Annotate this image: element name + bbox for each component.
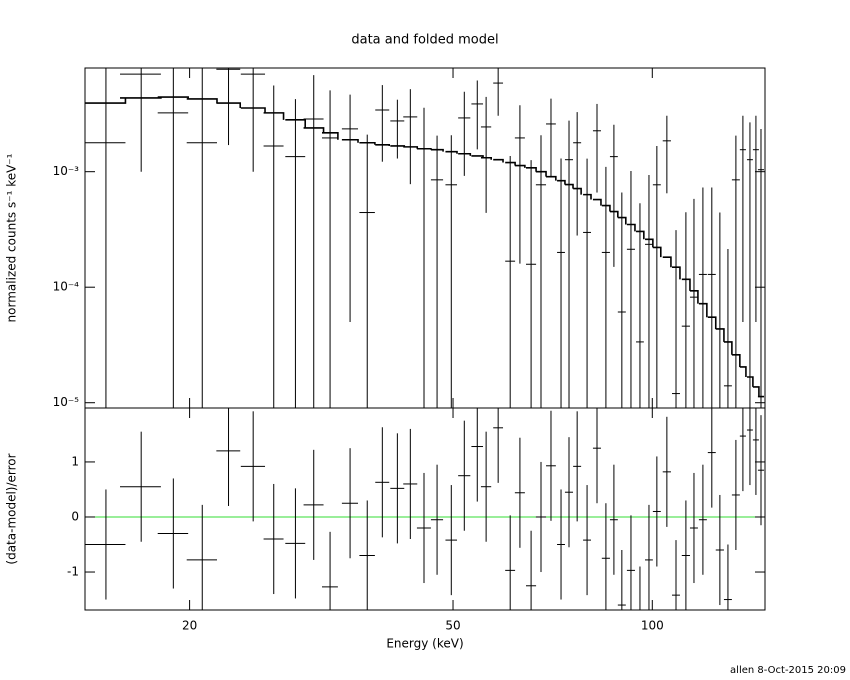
model-step [535, 170, 547, 177]
model-step [375, 143, 391, 146]
model-step [672, 266, 681, 280]
model-step [626, 223, 636, 232]
model-step [707, 316, 717, 329]
model-step [617, 216, 627, 225]
model-step [546, 175, 557, 181]
model-step [480, 156, 492, 160]
model-step [493, 158, 504, 163]
y-tick-label: 10⁻⁵ [53, 395, 80, 409]
y-tick-label: 10⁻³ [53, 164, 80, 178]
model-step [445, 150, 458, 154]
model-step [216, 102, 242, 108]
model-step [723, 341, 733, 355]
model-step [430, 148, 444, 152]
plot-area [85, 68, 765, 408]
model-step [601, 204, 611, 212]
x-tick-label: 50 [445, 619, 460, 633]
model-step [583, 193, 592, 200]
model-step [681, 278, 691, 291]
model-step [698, 302, 708, 318]
model-step [458, 152, 472, 156]
model-step [263, 112, 285, 120]
model-step [526, 167, 537, 172]
axes: 10⁻⁵ 10⁻⁴ 10⁻³ -1 0 1 20 50 100 [53, 67, 766, 633]
model-step [731, 353, 741, 367]
model-step [322, 132, 339, 140]
x-tick-label: 20 [182, 619, 197, 633]
y-tick-label: 0 [71, 509, 79, 523]
model-step [120, 97, 162, 99]
model-step [341, 138, 359, 143]
model-step [564, 183, 574, 189]
model-step [505, 161, 516, 166]
y-tick-label: -1 [67, 565, 79, 579]
y-tick-label: 10⁻⁴ [53, 280, 80, 294]
model-step [85, 97, 127, 104]
model-step [514, 164, 526, 168]
model-step [636, 230, 645, 240]
model-step [609, 210, 619, 218]
model-step [573, 187, 582, 195]
model-step [285, 119, 307, 128]
model-step [739, 366, 747, 377]
model-step [652, 246, 662, 258]
footer: allen 8-Oct-2015 20:09 [730, 665, 846, 676]
model-step [557, 179, 566, 185]
model-step [746, 376, 754, 387]
model-step [359, 141, 376, 145]
model-step [752, 386, 760, 397]
y-axis-label: (data-model)/error [5, 453, 19, 564]
model-step [240, 107, 266, 113]
model-step [186, 98, 218, 104]
x-axis-label: Energy (keV) [386, 637, 463, 651]
x-tick-label: 100 [641, 619, 664, 633]
model-step [689, 290, 699, 304]
y-axis-label: normalized counts s⁻¹ keV⁻¹ [5, 153, 19, 322]
panel-frame [84, 407, 766, 611]
y-tick-label: 1 [71, 454, 79, 468]
model-step [303, 127, 325, 133]
model-step [592, 198, 602, 206]
model-step [662, 256, 672, 268]
plot-area [85, 408, 765, 610]
chart-title: data and folded model [351, 33, 498, 48]
panel-frame [84, 67, 766, 409]
